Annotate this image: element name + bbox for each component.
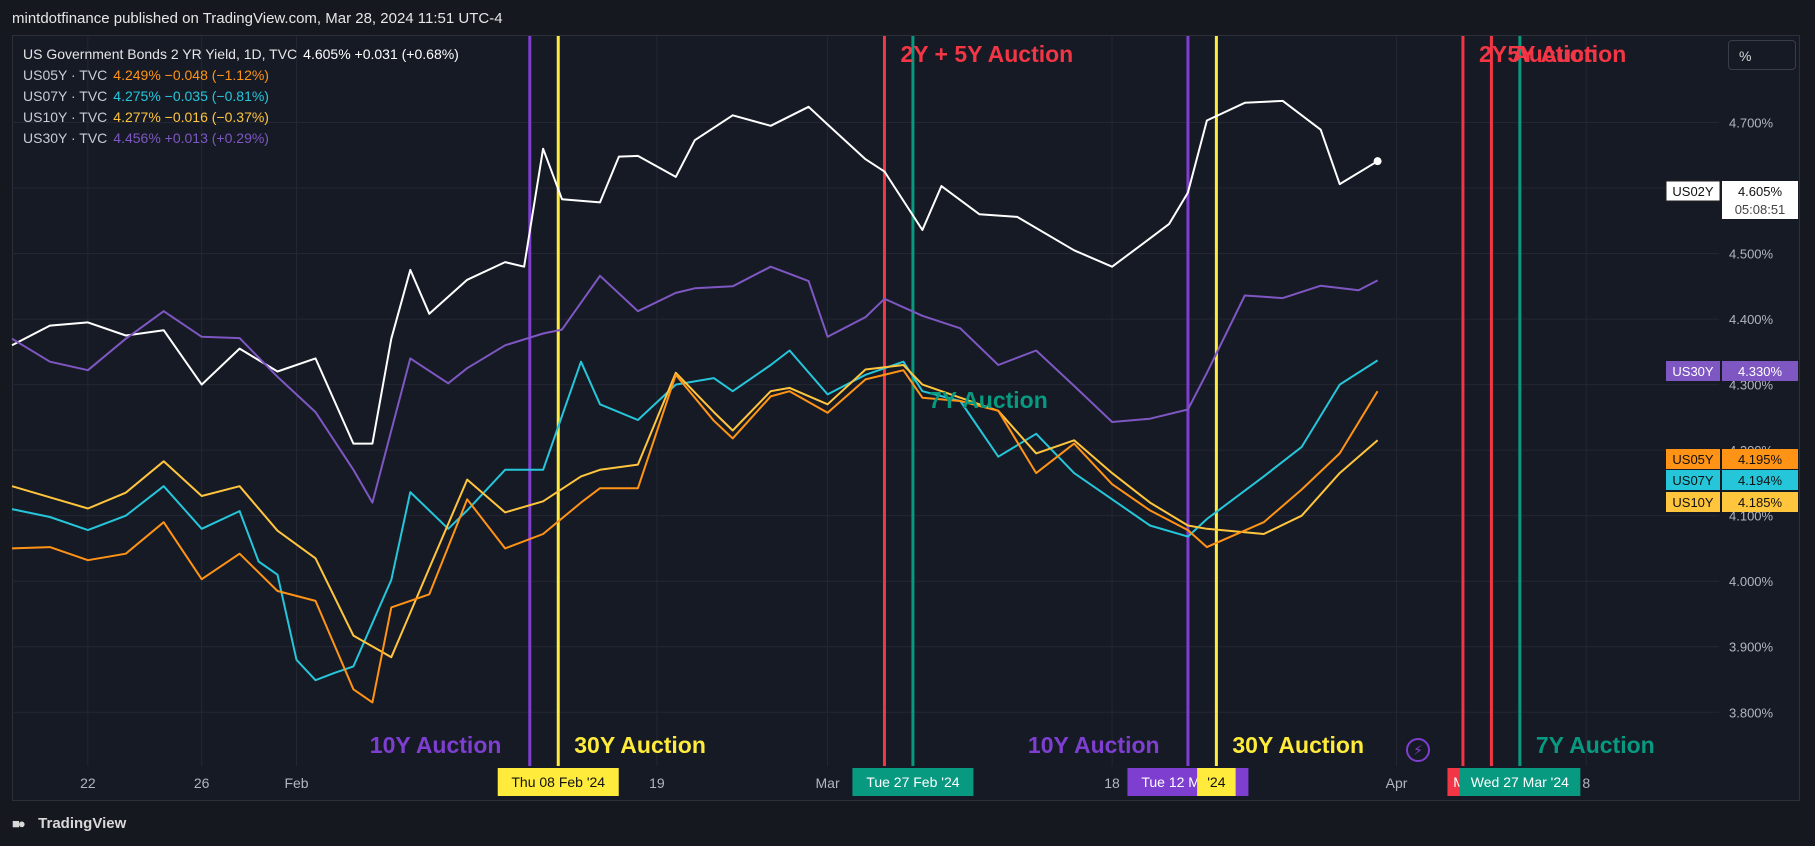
- auction-label: 30Y Auction: [574, 732, 706, 758]
- y-tick-label: 4.500%: [1729, 247, 1774, 262]
- auction-label: 2Y Auction: [1479, 41, 1598, 67]
- x-tick-label: 18: [1104, 775, 1120, 791]
- series-value-label: 4.605%: [1738, 184, 1783, 199]
- legend-value: 4.249% −0.048 (−1.12%): [113, 67, 269, 83]
- series-value-tag: [1722, 492, 1798, 512]
- series-name-tag: [1666, 449, 1720, 469]
- x-tick-label: Apr: [1386, 775, 1408, 791]
- series-name-tag: [1666, 361, 1720, 381]
- tradingview-brand[interactable]: ■● TradingView: [12, 815, 126, 832]
- series-line-us30y: [11, 265, 1379, 504]
- series-name-tag: [1666, 492, 1720, 512]
- legend-row[interactable]: US30Y · TVC 4.456% +0.013 (+0.29%): [23, 128, 459, 149]
- legend-value: 4.456% +0.013 (+0.29%): [113, 130, 269, 146]
- x-tick-label: 19: [649, 775, 665, 791]
- y-tick-label: 3.900%: [1729, 640, 1774, 655]
- y-tick-label: 4.000%: [1729, 574, 1774, 589]
- series-value-label: 4.330%: [1738, 364, 1783, 379]
- x-tick-label: 22: [80, 775, 96, 791]
- auction-label: 7Y Auction: [929, 387, 1048, 413]
- legend-row[interactable]: US07Y · TVC 4.275% −0.035 (−0.81%): [23, 86, 459, 107]
- series-line-us02y: [11, 99, 1379, 445]
- tradingview-logo-icon: ■●: [12, 816, 26, 831]
- auction-label: 30Y Auction: [1232, 732, 1364, 758]
- series-name-tag: [1666, 470, 1720, 490]
- legend-label: US10Y · TVC: [23, 109, 108, 125]
- legend-row[interactable]: US Government Bonds 2 YR Yield, 1D, TVC 4…: [23, 44, 459, 65]
- series-name-label: US07Y: [1672, 473, 1714, 488]
- auction-label: 7Y Auction: [1536, 732, 1655, 758]
- date-badge: [497, 768, 619, 796]
- last-point-dot: [1373, 157, 1382, 166]
- series-name-label: US05Y: [1672, 452, 1714, 467]
- series-line-us05y: [11, 369, 1379, 704]
- lightning-glyph: ⚡: [1413, 743, 1423, 759]
- series-line-us07y: [11, 349, 1379, 682]
- series-value-label: 4.185%: [1738, 495, 1783, 510]
- series-value-label: 4.195%: [1738, 452, 1783, 467]
- x-tick-label: Mar: [816, 775, 840, 791]
- auction-label: 5Y Auction: [1507, 41, 1626, 67]
- date-badge-label: '24: [1207, 774, 1225, 790]
- series-value-tag: [1722, 361, 1798, 381]
- publish-line: mintdotfinance published on TradingView.…: [12, 10, 503, 27]
- legend-label: US07Y · TVC: [23, 88, 108, 104]
- y-tick-label: 3.800%: [1729, 705, 1774, 720]
- percent-scale-button[interactable]: %: [1728, 40, 1796, 70]
- date-badge: [1459, 768, 1581, 796]
- x-tick-label: 8: [1582, 775, 1590, 791]
- lightning-icon[interactable]: [1406, 738, 1430, 762]
- legend-value: 4.605% +0.031 (+0.68%): [303, 46, 459, 62]
- date-badge-label: Thu 08 Feb '24: [511, 774, 605, 790]
- auction-label: 10Y Auction: [1028, 732, 1160, 758]
- series-value-tag: [1722, 181, 1798, 219]
- date-badge: [852, 768, 974, 796]
- legend-row[interactable]: US05Y · TVC 4.249% −0.048 (−1.12%): [23, 65, 459, 86]
- series-name-label: US02Y: [1672, 184, 1714, 199]
- auction-label: 10Y Auction: [370, 732, 502, 758]
- series-value-tag: [1722, 449, 1798, 469]
- countdown-timer: 05:08:51: [1735, 202, 1786, 217]
- brand-label: TradingView: [38, 815, 127, 832]
- series-value-label: 4.194%: [1738, 473, 1783, 488]
- legend-row[interactable]: US10Y · TVC 4.277% −0.016 (−0.37%): [23, 107, 459, 128]
- y-tick-label: 4.300%: [1729, 378, 1774, 393]
- legend-label: US Government Bonds 2 YR Yield, 1D, TVC: [23, 46, 298, 62]
- series-legend: US Government Bonds 2 YR Yield, 1D, TVC 4…: [23, 44, 459, 149]
- y-tick-label: 4.100%: [1729, 509, 1774, 524]
- y-tick-label: 4.700%: [1729, 115, 1774, 130]
- series-name-label: US30Y: [1672, 364, 1714, 379]
- y-tick-label: 4.400%: [1729, 312, 1774, 327]
- series-value-tag: [1722, 470, 1798, 490]
- legend-value: 4.277% −0.016 (−0.37%): [113, 109, 269, 125]
- legend-label: US30Y · TVC: [23, 130, 108, 146]
- auction-label: 2Y + 5Y Auction: [900, 41, 1073, 67]
- date-badge-label: Wed 27 Mar '24: [1471, 774, 1569, 790]
- date-badge-label: Tue 27 Feb '24: [866, 774, 959, 790]
- x-tick-label: Feb: [284, 775, 308, 791]
- x-tick-label: 26: [194, 775, 210, 791]
- series-name-label: US10Y: [1672, 495, 1714, 510]
- legend-value: 4.275% −0.035 (−0.81%): [113, 88, 269, 104]
- series-name-tag: [1665, 180, 1721, 202]
- legend-label: US05Y · TVC: [23, 67, 108, 83]
- date-badge: [1197, 768, 1236, 796]
- series-line-us10y: [11, 364, 1379, 659]
